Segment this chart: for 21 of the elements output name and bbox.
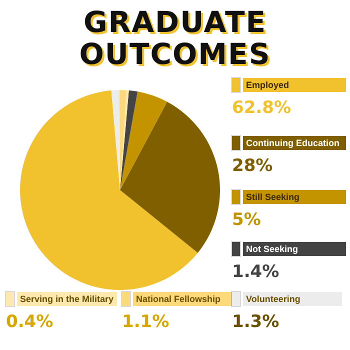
pie-slice: [120, 102, 220, 253]
pie-slice: [111, 90, 120, 190]
legend-label: National Fellowship: [133, 292, 232, 306]
legend-label: Not Seeking: [243, 242, 346, 256]
data-label: 62.8%: [232, 98, 292, 118]
data-label: 1.3%: [232, 312, 280, 332]
pie-slice: [120, 90, 129, 190]
legend-label: Still Seeking: [243, 190, 346, 204]
data-label: 1.1%: [122, 312, 170, 332]
legend-label: Volunteering: [243, 292, 342, 306]
chart-title: GRADUATE OUTCOMES: [78, 5, 272, 71]
data-label: 1.4%: [232, 262, 280, 282]
legend-label: Continuing Education: [243, 136, 346, 150]
data-label: 28%: [232, 156, 274, 176]
pie-slice: [20, 90, 198, 290]
pie-slice: [120, 90, 138, 190]
data-label: 0.4%: [6, 312, 54, 332]
data-label: 5%: [232, 210, 262, 230]
legend-label: Serving in the Military: [17, 292, 117, 306]
legend-label: Employed: [243, 78, 346, 92]
pie-slice: [120, 92, 168, 190]
